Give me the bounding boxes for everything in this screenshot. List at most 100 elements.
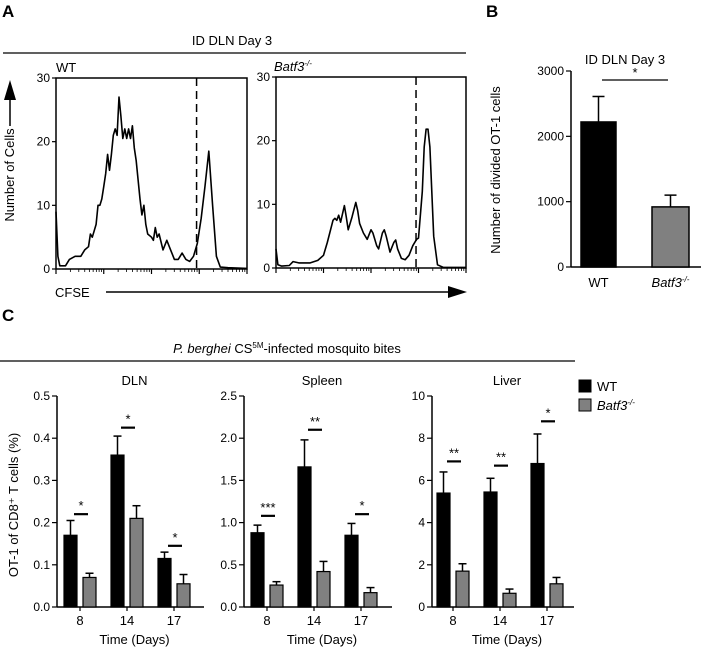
significance-marker: * xyxy=(545,405,550,420)
y-tick-label: 0.0 xyxy=(220,600,237,614)
bar-batf3 xyxy=(316,570,331,608)
bar-wt xyxy=(436,492,451,608)
sample-label: WT xyxy=(56,60,76,75)
panel-a-title: ID DLN Day 3 xyxy=(192,33,272,48)
panel-b-title: ID DLN Day 3 xyxy=(585,52,665,67)
y-tick-label: 2.5 xyxy=(220,389,237,403)
bar-batf3 xyxy=(269,584,284,608)
significance-marker: * xyxy=(78,498,83,513)
bar-batf3 xyxy=(176,583,191,608)
y-axis-label: Number of divided OT-1 cells xyxy=(488,86,503,254)
y-tick-label: 2 xyxy=(418,558,425,572)
sample-label-main: WT xyxy=(56,60,76,75)
legend-sup: -/- xyxy=(627,398,635,407)
bar-batf3 xyxy=(549,583,564,608)
x-axis-label: Time (Days) xyxy=(472,632,542,647)
subplot-title: Liver xyxy=(493,373,522,388)
subplot-liver: Liver 0 2 4 6 8 10 8 ** 14 ** 17 * Time (Days) xyxy=(412,373,574,647)
bar-wt xyxy=(483,491,498,608)
category-sup: -/- xyxy=(682,275,690,284)
y-tick-label: 0.4 xyxy=(33,431,50,445)
y-tick-label: 4 xyxy=(418,516,425,530)
y-tick-label: 30 xyxy=(257,70,271,84)
title-main: CS xyxy=(231,341,253,356)
y-tick-label: 2000 xyxy=(537,129,564,143)
subplot-spleen: Spleen 0.0 0.5 1.0 1.5 2.0 2.5 8 *** 14 ** 17 * Time … xyxy=(220,373,392,647)
significance-marker: ** xyxy=(310,414,320,429)
panel-a: ID DLN Day 30102030WT0102030Batf3-/-Numb… xyxy=(2,33,467,300)
panel-c: P. berghei CS5M-infected mosquito bites O… xyxy=(0,341,635,647)
y-tick-label: 20 xyxy=(37,135,51,149)
y-tick-label: 6 xyxy=(418,473,425,487)
significance-marker: ** xyxy=(496,450,506,465)
y-axis-label: Number of Cells xyxy=(2,128,17,222)
y-tick-label: 20 xyxy=(257,134,271,148)
histogram-trace-batf3 xyxy=(275,128,466,269)
y-tick-label: 10 xyxy=(412,389,426,403)
y-tick-label: 0.2 xyxy=(33,516,50,530)
legend-label-batf3: Batf3-/- xyxy=(597,398,635,413)
histogram-frame xyxy=(55,77,248,270)
arrow-right-icon xyxy=(448,286,467,298)
sample-label-main: Batf3 xyxy=(274,59,305,74)
x-tick-label: 8 xyxy=(76,613,83,628)
y-tick-label: 0 xyxy=(557,260,564,274)
y-tick-label: 0.0 xyxy=(33,600,50,614)
y-tick-label: 1000 xyxy=(537,195,564,209)
subplot-title: Spleen xyxy=(302,373,342,388)
subplot-title: DLN xyxy=(121,373,147,388)
x-axis-label: Time (Days) xyxy=(99,632,169,647)
significance-marker: *** xyxy=(260,500,275,515)
bar-wt xyxy=(110,454,125,608)
category-main: Batf3 xyxy=(652,275,683,290)
bar-wt xyxy=(250,532,265,608)
x-tick-label: 8 xyxy=(263,613,270,628)
title-rest: -infected mosquito bites xyxy=(264,341,402,356)
y-tick-label: 10 xyxy=(37,198,51,212)
x-category-label: Batf3-/- xyxy=(652,275,690,290)
y-tick-label: 0.5 xyxy=(220,558,237,572)
legend-label-wt: WT xyxy=(597,379,617,394)
x-axis-label: Time (Days) xyxy=(287,632,357,647)
panel-label-c: C xyxy=(2,306,14,325)
x-axis-label: CFSE xyxy=(55,285,90,300)
y-tick-label: 0.5 xyxy=(33,389,50,403)
title-sup: 5M xyxy=(252,341,263,350)
sample-label: Batf3-/- xyxy=(274,59,312,74)
sample-label-sup: -/- xyxy=(304,59,312,68)
bar-batf3 xyxy=(82,576,97,608)
y-tick-label: 0.3 xyxy=(33,473,50,487)
significance-marker: * xyxy=(172,530,177,545)
y-tick-label: 0 xyxy=(43,262,50,276)
y-tick-label: 1.5 xyxy=(220,473,237,487)
histogram-frame xyxy=(275,76,467,269)
bar-wt xyxy=(530,462,545,608)
panel-label-a: A xyxy=(2,2,14,21)
subplot-dln: DLN 0.0 0.1 0.2 0.3 0.4 0.5 8 * 14 * 17 * Time (Days) xyxy=(33,373,204,647)
y-tick-label: 0 xyxy=(418,600,425,614)
x-tick-label: 14 xyxy=(120,613,134,628)
bar-wt xyxy=(580,121,617,268)
bar-wt xyxy=(63,534,78,608)
legend: WT Batf3-/- xyxy=(578,379,635,413)
title-italic: P. berghei xyxy=(173,341,232,356)
histogram-trace-wt xyxy=(55,96,248,270)
significance-marker: * xyxy=(359,498,364,513)
x-category-label: WT xyxy=(588,275,608,290)
y-tick-label: 3000 xyxy=(537,64,564,78)
panel-label-b: B xyxy=(486,2,498,21)
bar-wt xyxy=(344,534,359,608)
bar-wt xyxy=(157,557,172,608)
y-tick-label: 0 xyxy=(263,261,270,275)
legend-swatch-wt xyxy=(578,379,592,393)
x-tick-label: 14 xyxy=(493,613,507,628)
bar-batf3 xyxy=(455,570,470,608)
x-tick-label: 17 xyxy=(167,613,181,628)
y-tick-label: 2.0 xyxy=(220,431,237,445)
bar-batf3 xyxy=(502,592,517,608)
legend-swatch-batf3 xyxy=(578,398,592,412)
y-tick-label: 0.1 xyxy=(33,558,50,572)
panel-c-title: P. berghei CS5M-infected mosquito bites xyxy=(173,341,401,356)
y-axis-label: OT-1 of CD8⁺ T cells (%) xyxy=(6,433,21,577)
